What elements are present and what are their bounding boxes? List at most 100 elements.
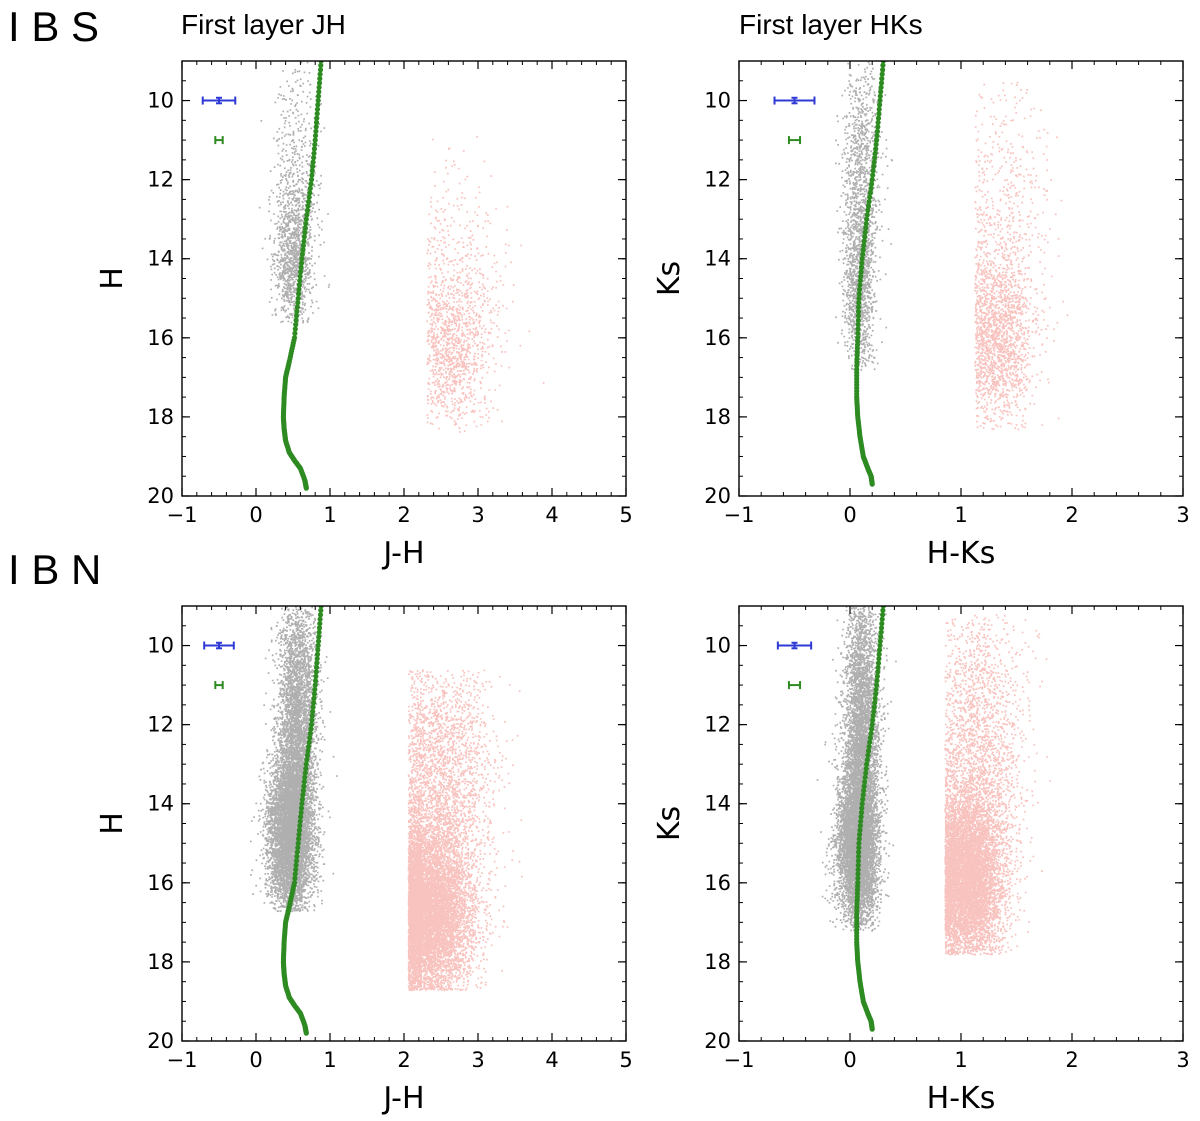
isochrone-point [869, 722, 875, 728]
isochrone-point [317, 616, 323, 622]
isochrone-point [875, 115, 882, 121]
isochrone-point [316, 629, 322, 636]
y-tick-label: 12 [147, 713, 174, 737]
isochrone-point [314, 656, 320, 662]
isochrone-point [862, 774, 868, 781]
isochrone-point [879, 71, 885, 77]
isochrone-point [306, 199, 312, 205]
isochrone-point [300, 787, 306, 794]
isochrone-point [873, 146, 879, 152]
isochrone-point [293, 317, 299, 323]
isochrone-point [313, 124, 319, 130]
isochrone-point [293, 858, 300, 864]
x-tick-label: 0 [249, 1048, 262, 1072]
isochrone-point [856, 295, 862, 301]
plot-area [258, 61, 545, 491]
isochrone-point [293, 313, 300, 319]
isochrone-point [297, 278, 303, 284]
error-bar-blue [773, 96, 816, 105]
isochrone-point [878, 84, 884, 90]
isochrone-point [296, 831, 302, 838]
isochrone-point [311, 150, 317, 156]
isochrone-point [300, 792, 306, 798]
isochrone-point [308, 722, 315, 728]
y-tick-label: 18 [147, 950, 174, 974]
isochrone-point [309, 713, 315, 719]
field-stars-series [816, 606, 897, 932]
isochrone-point [301, 783, 307, 789]
x-tick-label: 2 [397, 1048, 410, 1072]
isochrone-point [879, 616, 885, 622]
isochrone-point [317, 76, 323, 82]
x-tick-label: 0 [843, 1048, 856, 1072]
isochrone-point [856, 300, 862, 306]
isochrone-point [872, 700, 878, 706]
isochrone-point [296, 282, 302, 288]
isochrone-point [855, 875, 861, 882]
y-axis-label: H [95, 812, 130, 835]
error-bar-green [787, 136, 802, 145]
isochrone-point [869, 177, 875, 183]
reddened-stars-series [944, 614, 1052, 956]
isochrone-point [297, 273, 303, 279]
x-tick-label: 2 [1065, 1048, 1078, 1072]
isochrone-point [312, 678, 319, 684]
isochrone-point [306, 744, 312, 750]
x-tick-label: 4 [545, 1048, 558, 1072]
isochrone-point [311, 700, 317, 706]
isochrone-point [872, 150, 878, 156]
isochrone-point [307, 730, 313, 737]
isochrone-point [318, 62, 324, 68]
isochrone-point [296, 827, 302, 833]
isochrone-point [313, 669, 319, 675]
y-tick-label: 14 [704, 247, 731, 271]
x-tick-label: −1 [724, 503, 755, 527]
isochrone-point [868, 730, 874, 737]
isochrone-point [294, 304, 300, 310]
isochrone-point [876, 106, 882, 112]
isochrone-point [855, 867, 861, 873]
isochrone-point [316, 80, 323, 86]
isochrone-point [303, 1030, 309, 1036]
isochrone-point [870, 717, 876, 723]
isochrone-point [858, 818, 864, 824]
isochrone-point [870, 713, 876, 719]
isochrone-point [866, 199, 872, 205]
isochrone-point [312, 141, 318, 148]
isochrone-point [875, 664, 881, 671]
isochrone-point [877, 97, 883, 104]
isochrone-point [315, 93, 322, 99]
isochrone-point [856, 304, 862, 310]
isochrone-point [872, 155, 878, 161]
isochrone-point [317, 71, 323, 77]
isochrone-point [857, 831, 863, 838]
isochrone-point [318, 607, 324, 614]
isochrone-point [858, 269, 864, 275]
isochrone-point [876, 651, 882, 657]
isochrone-point [299, 256, 305, 262]
isochrone-point [862, 229, 868, 235]
isochrone-point [857, 278, 864, 284]
isochrone-point [864, 757, 870, 763]
field-stars-series [835, 61, 893, 371]
isochrone-point [857, 827, 863, 833]
isochrone-point [302, 770, 308, 776]
isochrone-point [295, 840, 301, 846]
isochrone-point [293, 322, 299, 328]
isochrone-point [876, 656, 882, 662]
isochrone-point [309, 172, 315, 178]
isochrone-point [870, 168, 876, 174]
isochrone-track [854, 61, 886, 487]
isochrone-point [874, 137, 880, 143]
isochrone-point [300, 242, 306, 249]
isochrone-point [315, 97, 321, 104]
isochrone-point [295, 845, 301, 851]
isochrone-point [292, 871, 298, 877]
isochrone-point [298, 814, 304, 820]
isochrone-point [856, 845, 862, 851]
isochrone-point [865, 207, 871, 213]
isochrone-point [855, 308, 862, 315]
isochrone-point [862, 779, 868, 785]
isochrone-point [873, 141, 879, 148]
isochrone-point [877, 93, 883, 99]
